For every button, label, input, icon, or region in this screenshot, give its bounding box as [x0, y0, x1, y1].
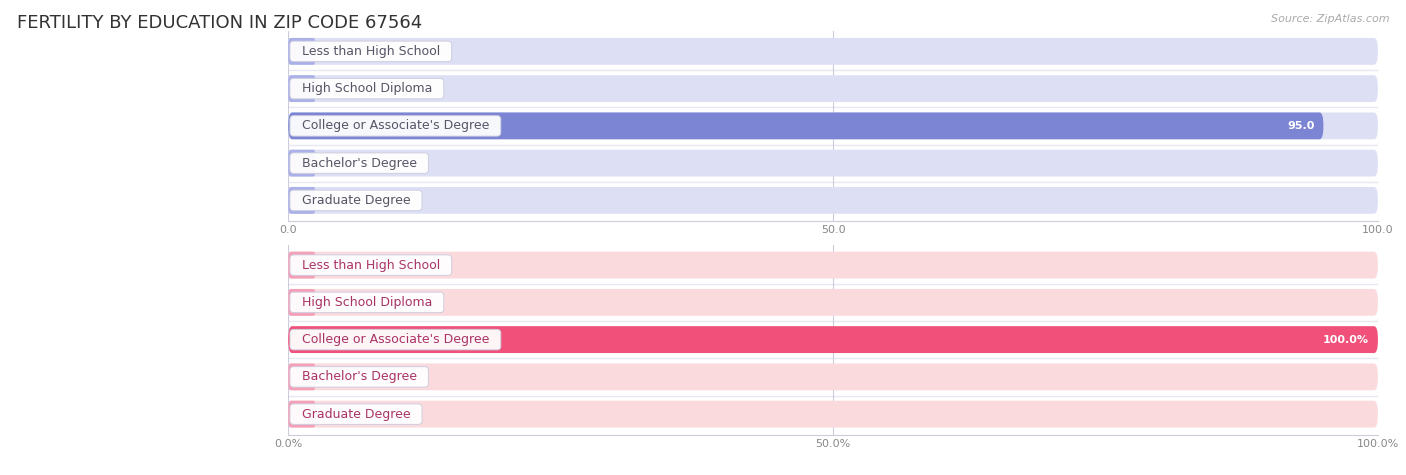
Text: 100.0%: 100.0% [1323, 334, 1369, 345]
Text: College or Associate's Degree: College or Associate's Degree [294, 119, 498, 133]
Text: Graduate Degree: Graduate Degree [294, 194, 419, 207]
Text: 95.0: 95.0 [1288, 121, 1315, 131]
Text: Bachelor's Degree: Bachelor's Degree [294, 370, 425, 383]
Text: 0.0%: 0.0% [321, 260, 349, 270]
FancyBboxPatch shape [288, 401, 315, 428]
Text: 0.0: 0.0 [321, 84, 339, 94]
FancyBboxPatch shape [288, 187, 315, 214]
FancyBboxPatch shape [288, 150, 1378, 177]
FancyBboxPatch shape [288, 38, 1378, 65]
FancyBboxPatch shape [288, 113, 1378, 139]
FancyBboxPatch shape [288, 113, 1323, 139]
FancyBboxPatch shape [288, 75, 1378, 102]
FancyBboxPatch shape [288, 252, 1378, 278]
FancyBboxPatch shape [288, 252, 315, 278]
Text: Source: ZipAtlas.com: Source: ZipAtlas.com [1271, 14, 1389, 24]
Text: 0.0: 0.0 [321, 158, 339, 168]
Text: 0.0: 0.0 [321, 195, 339, 205]
Text: Graduate Degree: Graduate Degree [294, 408, 419, 421]
Text: Less than High School: Less than High School [294, 258, 449, 272]
Text: College or Associate's Degree: College or Associate's Degree [294, 333, 498, 346]
FancyBboxPatch shape [288, 187, 1378, 214]
Text: 0.0%: 0.0% [321, 409, 349, 419]
FancyBboxPatch shape [288, 326, 1378, 353]
Text: Less than High School: Less than High School [294, 45, 449, 58]
FancyBboxPatch shape [288, 289, 315, 316]
FancyBboxPatch shape [288, 289, 1378, 316]
FancyBboxPatch shape [288, 326, 1378, 353]
FancyBboxPatch shape [288, 363, 1378, 390]
Text: High School Diploma: High School Diploma [294, 82, 440, 95]
FancyBboxPatch shape [288, 38, 315, 65]
Text: High School Diploma: High School Diploma [294, 296, 440, 309]
Text: 0.0: 0.0 [321, 47, 339, 57]
FancyBboxPatch shape [288, 150, 315, 177]
Text: Bachelor's Degree: Bachelor's Degree [294, 157, 425, 170]
Text: 0.0%: 0.0% [321, 297, 349, 307]
FancyBboxPatch shape [288, 363, 315, 390]
FancyBboxPatch shape [288, 401, 1378, 428]
Text: 0.0%: 0.0% [321, 372, 349, 382]
FancyBboxPatch shape [288, 75, 315, 102]
Text: FERTILITY BY EDUCATION IN ZIP CODE 67564: FERTILITY BY EDUCATION IN ZIP CODE 67564 [17, 14, 422, 32]
